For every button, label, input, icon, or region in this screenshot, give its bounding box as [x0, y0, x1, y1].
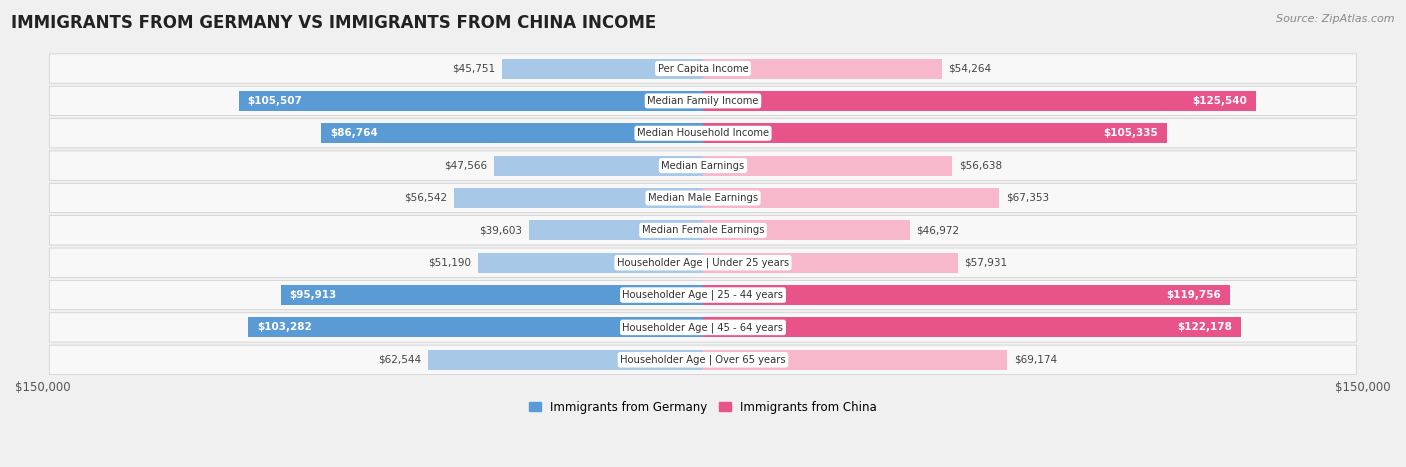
FancyBboxPatch shape: [49, 54, 1357, 83]
Text: $46,972: $46,972: [917, 226, 959, 235]
Text: $57,931: $57,931: [965, 258, 1008, 268]
Text: $56,542: $56,542: [405, 193, 447, 203]
Text: $122,178: $122,178: [1177, 322, 1232, 333]
Bar: [703, 123, 1167, 143]
Bar: [427, 350, 703, 370]
Text: Per Capita Income: Per Capita Income: [658, 64, 748, 73]
Text: IMMIGRANTS FROM GERMANY VS IMMIGRANTS FROM CHINA INCOME: IMMIGRANTS FROM GERMANY VS IMMIGRANTS FR…: [11, 14, 657, 32]
Legend: Immigrants from Germany, Immigrants from China: Immigrants from Germany, Immigrants from…: [524, 396, 882, 418]
Bar: [703, 156, 952, 176]
Bar: [494, 156, 703, 176]
Bar: [239, 91, 703, 111]
Text: $125,540: $125,540: [1192, 96, 1247, 106]
Bar: [703, 220, 910, 241]
Text: $56,638: $56,638: [959, 161, 1002, 170]
Text: Source: ZipAtlas.com: Source: ZipAtlas.com: [1277, 14, 1395, 24]
Text: Householder Age | Over 65 years: Householder Age | Over 65 years: [620, 354, 786, 365]
FancyBboxPatch shape: [49, 216, 1357, 245]
Bar: [703, 285, 1230, 305]
Text: Median Female Earnings: Median Female Earnings: [641, 226, 765, 235]
Bar: [249, 318, 703, 338]
FancyBboxPatch shape: [49, 86, 1357, 115]
FancyBboxPatch shape: [49, 184, 1357, 212]
Text: Householder Age | 25 - 44 years: Householder Age | 25 - 44 years: [623, 290, 783, 300]
Bar: [529, 220, 703, 241]
Text: $69,174: $69,174: [1014, 355, 1057, 365]
Text: Median Earnings: Median Earnings: [661, 161, 745, 170]
Text: $39,603: $39,603: [479, 226, 522, 235]
Bar: [703, 188, 1000, 208]
Bar: [478, 253, 703, 273]
Bar: [703, 350, 1008, 370]
Bar: [321, 123, 703, 143]
Text: Median Household Income: Median Household Income: [637, 128, 769, 138]
FancyBboxPatch shape: [49, 313, 1357, 342]
Text: $103,282: $103,282: [257, 322, 312, 333]
Text: $105,335: $105,335: [1104, 128, 1157, 138]
Bar: [703, 91, 1256, 111]
Text: $67,353: $67,353: [1007, 193, 1049, 203]
Text: $47,566: $47,566: [444, 161, 486, 170]
Bar: [703, 58, 942, 78]
Text: Householder Age | Under 25 years: Householder Age | Under 25 years: [617, 257, 789, 268]
Bar: [281, 285, 703, 305]
Bar: [703, 253, 957, 273]
FancyBboxPatch shape: [49, 119, 1357, 148]
Text: $105,507: $105,507: [247, 96, 302, 106]
Text: Median Male Earnings: Median Male Earnings: [648, 193, 758, 203]
Text: $54,264: $54,264: [949, 64, 991, 73]
FancyBboxPatch shape: [49, 151, 1357, 180]
Text: $62,544: $62,544: [378, 355, 422, 365]
Text: $51,190: $51,190: [427, 258, 471, 268]
FancyBboxPatch shape: [49, 280, 1357, 310]
Bar: [703, 318, 1240, 338]
Text: $45,751: $45,751: [451, 64, 495, 73]
Bar: [502, 58, 703, 78]
Text: $95,913: $95,913: [290, 290, 337, 300]
Text: Householder Age | 45 - 64 years: Householder Age | 45 - 64 years: [623, 322, 783, 333]
FancyBboxPatch shape: [49, 248, 1357, 277]
Text: Median Family Income: Median Family Income: [647, 96, 759, 106]
Text: $119,756: $119,756: [1167, 290, 1222, 300]
Text: $86,764: $86,764: [330, 128, 378, 138]
Bar: [454, 188, 703, 208]
FancyBboxPatch shape: [49, 345, 1357, 375]
